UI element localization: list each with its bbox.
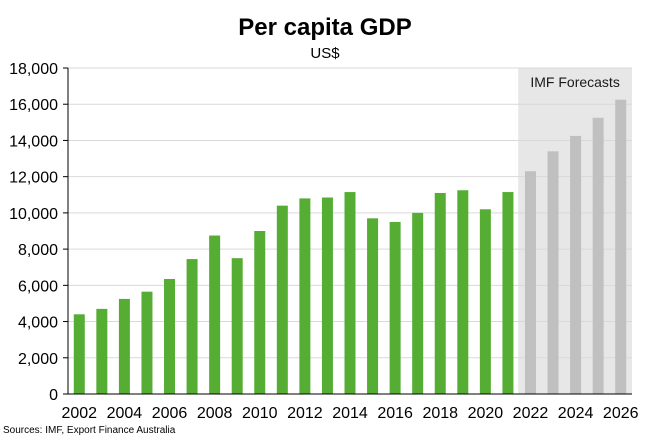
bar	[186, 259, 198, 394]
x-tick-label: 2014	[332, 405, 368, 422]
y-tick-label: 8,000	[18, 242, 58, 259]
bar-forecast	[615, 99, 627, 394]
bar	[118, 298, 130, 394]
bar	[141, 291, 153, 394]
x-tick-label: 2020	[468, 405, 504, 422]
x-tick-label: 2010	[242, 405, 278, 422]
bar-forecast	[570, 135, 582, 394]
bar	[321, 197, 333, 394]
x-tick-label: 2024	[558, 405, 594, 422]
bar	[434, 192, 446, 394]
bar-forecast	[592, 117, 604, 395]
bar	[457, 190, 469, 394]
x-tick-label: 2022	[513, 405, 549, 422]
y-tick-label: 12,000	[9, 170, 58, 187]
bar	[276, 205, 288, 394]
y-tick-label: 2,000	[18, 351, 58, 368]
bar	[231, 258, 243, 394]
chart-subtitle: US$	[310, 45, 340, 62]
bar	[209, 235, 221, 394]
y-tick-label: 0	[49, 387, 58, 404]
bar	[96, 308, 108, 394]
x-tick-label: 2002	[61, 405, 97, 422]
bar	[73, 314, 85, 394]
x-tick-label: 2018	[422, 405, 458, 422]
chart-title: Per capita GDP	[238, 14, 412, 41]
bar	[367, 218, 379, 394]
y-tick-label: 16,000	[9, 97, 58, 114]
x-tick-label: 2006	[152, 405, 188, 422]
x-tick-label: 2016	[377, 405, 413, 422]
bar	[164, 278, 176, 394]
y-tick-label: 4,000	[18, 315, 58, 332]
bar	[344, 192, 356, 394]
y-tick-label: 18,000	[9, 61, 58, 78]
bar	[389, 221, 401, 394]
x-tick-label: 2026	[603, 405, 639, 422]
source-note: Sources: IMF, Export Finance Australia	[3, 425, 176, 436]
bar-forecast	[524, 171, 536, 394]
bar	[254, 231, 266, 394]
y-tick-label: 10,000	[9, 206, 58, 223]
bar	[502, 192, 514, 394]
y-tick-label: 14,000	[9, 133, 58, 150]
x-tick-label: 2004	[107, 405, 143, 422]
bar	[299, 198, 311, 394]
forecast-label: IMF Forecasts	[530, 74, 619, 90]
bar	[479, 209, 491, 394]
bar-forecast	[547, 151, 559, 394]
y-tick-label: 6,000	[18, 278, 58, 295]
x-tick-label: 2008	[197, 405, 233, 422]
x-tick-label: 2012	[287, 405, 323, 422]
bar	[412, 212, 424, 394]
